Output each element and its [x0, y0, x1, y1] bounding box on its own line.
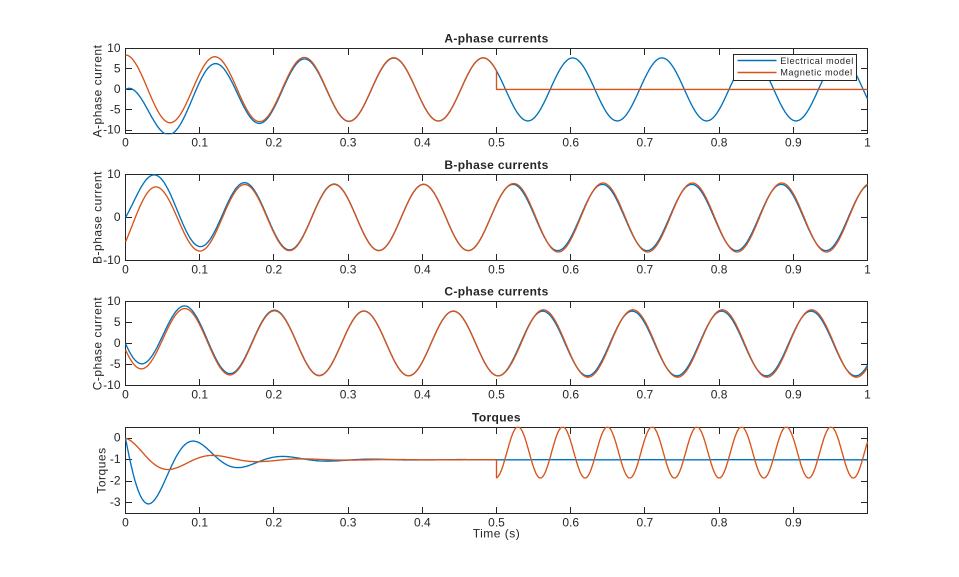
- svg-text:1: 1: [864, 135, 871, 149]
- svg-text:10: 10: [107, 167, 121, 181]
- svg-text:5: 5: [114, 315, 121, 329]
- svg-text:Electrical model: Electrical model: [780, 56, 854, 66]
- svg-text:0.7: 0.7: [637, 262, 654, 276]
- svg-text:0.8: 0.8: [711, 262, 728, 276]
- svg-text:0: 0: [122, 515, 129, 529]
- svg-text:1: 1: [864, 387, 871, 401]
- svg-text:0.1: 0.1: [191, 262, 208, 276]
- svg-text:5: 5: [114, 61, 121, 75]
- svg-text:0.2: 0.2: [266, 262, 283, 276]
- svg-text:0.7: 0.7: [637, 515, 654, 529]
- svg-text:0: 0: [114, 431, 121, 445]
- svg-text:0.5: 0.5: [488, 515, 505, 529]
- svg-text:0.9: 0.9: [785, 262, 802, 276]
- svg-text:0.3: 0.3: [340, 515, 357, 529]
- svg-text:0.6: 0.6: [562, 387, 579, 401]
- svg-text:-5: -5: [110, 357, 121, 371]
- svg-text:0.9: 0.9: [785, 387, 802, 401]
- svg-text:0.6: 0.6: [562, 135, 579, 149]
- svg-text:-3: -3: [110, 495, 121, 509]
- svg-text:B-phase currents: B-phase currents: [444, 158, 548, 172]
- svg-text:C-phase currents: C-phase currents: [444, 285, 548, 299]
- svg-text:0.9: 0.9: [785, 135, 802, 149]
- svg-text:0.8: 0.8: [711, 387, 728, 401]
- svg-text:-2: -2: [110, 474, 121, 488]
- svg-text:0.4: 0.4: [414, 515, 431, 529]
- svg-text:0.8: 0.8: [711, 135, 728, 149]
- svg-text:0: 0: [122, 135, 129, 149]
- svg-text:C-phase current: C-phase current: [90, 297, 104, 391]
- svg-text:Magnetic model: Magnetic model: [780, 68, 853, 78]
- svg-text:0.3: 0.3: [340, 262, 357, 276]
- svg-text:0.6: 0.6: [562, 515, 579, 529]
- svg-text:0.2: 0.2: [266, 387, 283, 401]
- svg-text:10: 10: [107, 41, 121, 55]
- svg-text:A-phase currents: A-phase currents: [444, 31, 548, 45]
- svg-text:0.3: 0.3: [340, 135, 357, 149]
- svg-text:10: 10: [107, 294, 121, 308]
- svg-text:0.4: 0.4: [414, 387, 431, 401]
- svg-text:-10: -10: [103, 253, 121, 267]
- svg-text:-10: -10: [103, 123, 121, 137]
- svg-text:0.9: 0.9: [785, 515, 802, 529]
- svg-text:Time (s): Time (s): [473, 527, 521, 541]
- svg-text:0.7: 0.7: [637, 135, 654, 149]
- svg-text:0.5: 0.5: [488, 135, 505, 149]
- svg-text:0.4: 0.4: [414, 135, 431, 149]
- svg-text:A-phase current: A-phase current: [90, 44, 104, 137]
- svg-text:Torques: Torques: [472, 411, 521, 425]
- svg-text:B-phase current: B-phase current: [90, 171, 104, 264]
- svg-text:0.6: 0.6: [562, 262, 579, 276]
- svg-text:0: 0: [114, 336, 121, 350]
- svg-text:0.7: 0.7: [637, 387, 654, 401]
- svg-text:0.2: 0.2: [266, 515, 283, 529]
- svg-text:0: 0: [122, 387, 129, 401]
- svg-text:0: 0: [114, 82, 121, 96]
- svg-text:0.1: 0.1: [191, 515, 208, 529]
- svg-text:0.3: 0.3: [340, 387, 357, 401]
- svg-text:0.8: 0.8: [711, 515, 728, 529]
- svg-text:-1: -1: [110, 452, 121, 466]
- svg-text:0.5: 0.5: [488, 387, 505, 401]
- svg-text:0.1: 0.1: [191, 387, 208, 401]
- svg-text:0.1: 0.1: [191, 135, 208, 149]
- svg-text:0: 0: [122, 262, 129, 276]
- svg-text:0.4: 0.4: [414, 262, 431, 276]
- svg-text:-10: -10: [103, 378, 121, 392]
- svg-text:Torques: Torques: [94, 447, 108, 493]
- svg-text:0.5: 0.5: [488, 262, 505, 276]
- svg-text:-5: -5: [110, 102, 121, 116]
- svg-text:0: 0: [114, 210, 121, 224]
- svg-text:0.2: 0.2: [266, 135, 283, 149]
- svg-text:1: 1: [864, 262, 871, 276]
